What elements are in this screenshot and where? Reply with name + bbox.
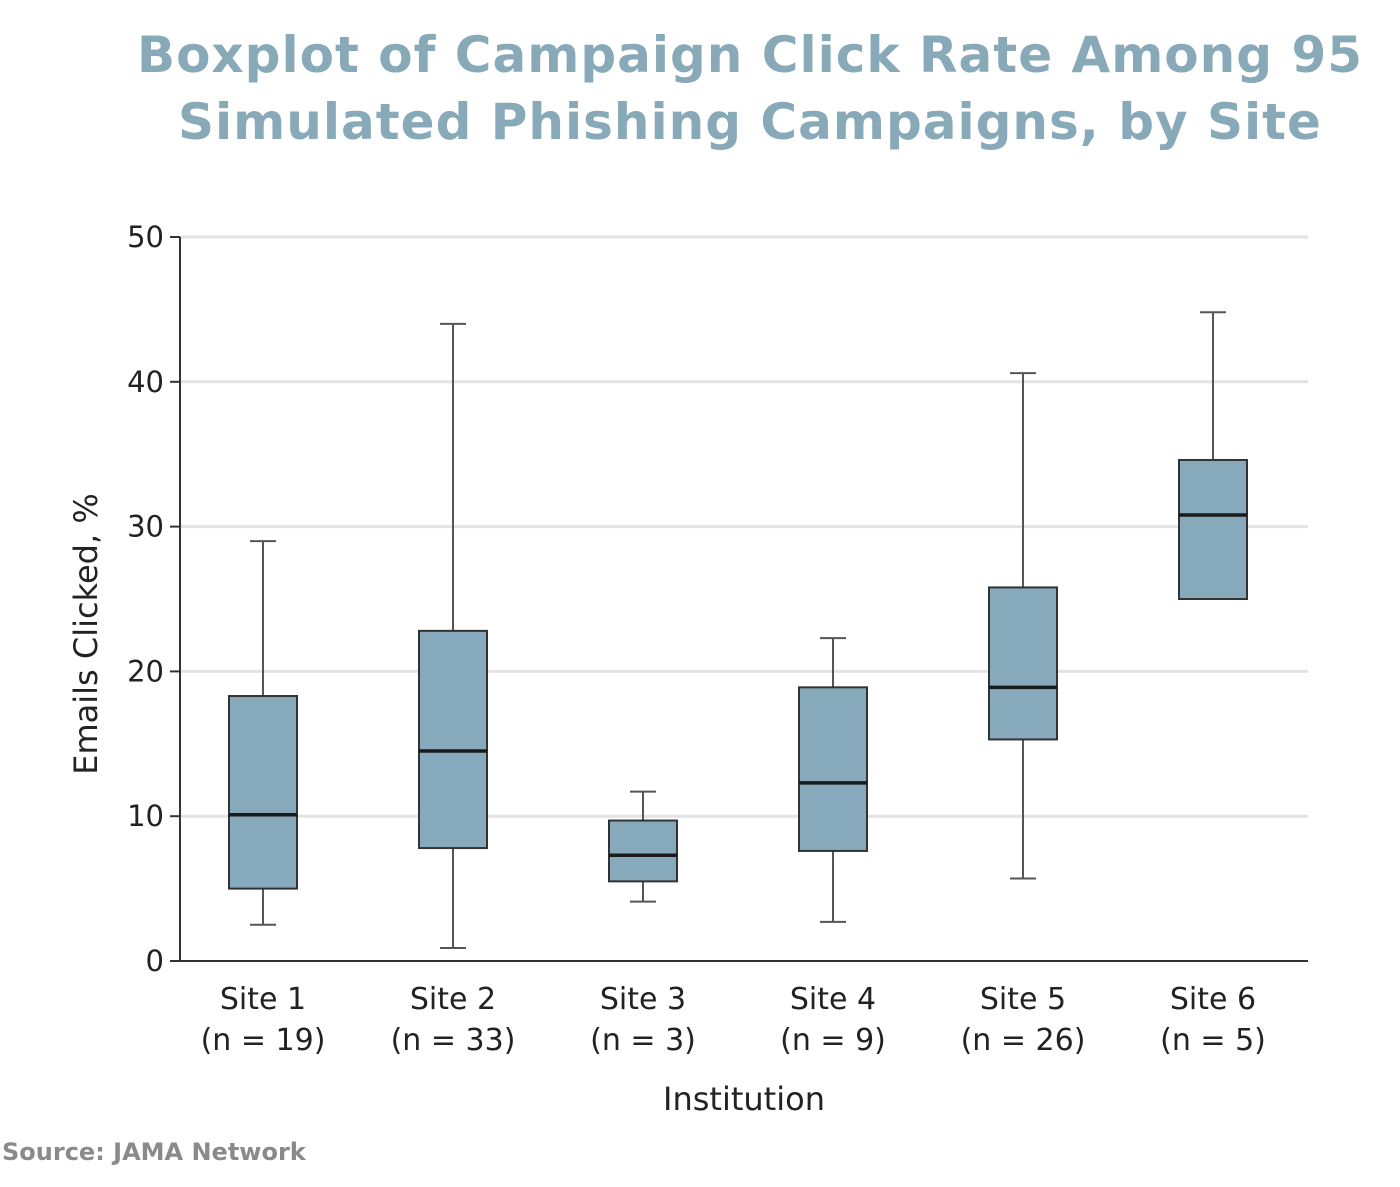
box-site-5 — [988, 586, 1058, 741]
axes — [170, 236, 1308, 962]
boxes — [228, 311, 1248, 949]
labels: 0 10 20 30 40 50 Site 1 (n = 19) Site 2 (n = 33) S… — [127, 220, 1266, 1058]
x-category-n-label-site-5: (n = 26) — [961, 1023, 1086, 1058]
chart-title-line-2: Simulated Phishing Campaigns, by Site — [178, 93, 1322, 151]
x-category-label-site-6: Site 6 — [1170, 982, 1256, 1017]
box-site-6 — [1178, 458, 1248, 600]
gridlines — [180, 235, 1308, 818]
x-category-label-site-3: Site 3 — [600, 982, 686, 1017]
y-tick-label-30: 30 — [127, 510, 164, 544]
y-tick-label-10: 10 — [127, 799, 164, 833]
box-site-2 — [418, 629, 488, 850]
y-tick-label-0: 0 — [146, 944, 164, 978]
x-category-label-site-4: Site 4 — [790, 982, 876, 1017]
x-category-label-site-5: Site 5 — [980, 982, 1066, 1017]
y-axis-title: Emails Clicked, % — [67, 493, 105, 774]
x-category-n-label-site-2: (n = 33) — [391, 1023, 516, 1058]
x-category-n-label-site-4: (n = 9) — [780, 1023, 886, 1058]
source-note: Source: JAMA Network — [2, 1138, 306, 1166]
chart-title-line-1: Boxplot of Campaign Click Rate Among 95 — [136, 26, 1364, 84]
y-tick-label-20: 20 — [127, 654, 164, 688]
box-site-3 — [608, 819, 678, 883]
y-tick-label-40: 40 — [127, 365, 164, 399]
x-category-label-site-1: Site 1 — [220, 982, 306, 1017]
x-category-n-label-site-1: (n = 19) — [201, 1023, 326, 1058]
x-category-label-site-2: Site 2 — [410, 982, 496, 1017]
y-tick-label-50: 50 — [127, 220, 164, 254]
x-axis-title: Institution — [663, 1080, 825, 1118]
x-category-n-label-site-6: (n = 5) — [1160, 1023, 1266, 1058]
box-site-4 — [798, 686, 868, 852]
box-site-1 — [228, 695, 298, 890]
x-category-n-label-site-3: (n = 3) — [590, 1023, 696, 1058]
